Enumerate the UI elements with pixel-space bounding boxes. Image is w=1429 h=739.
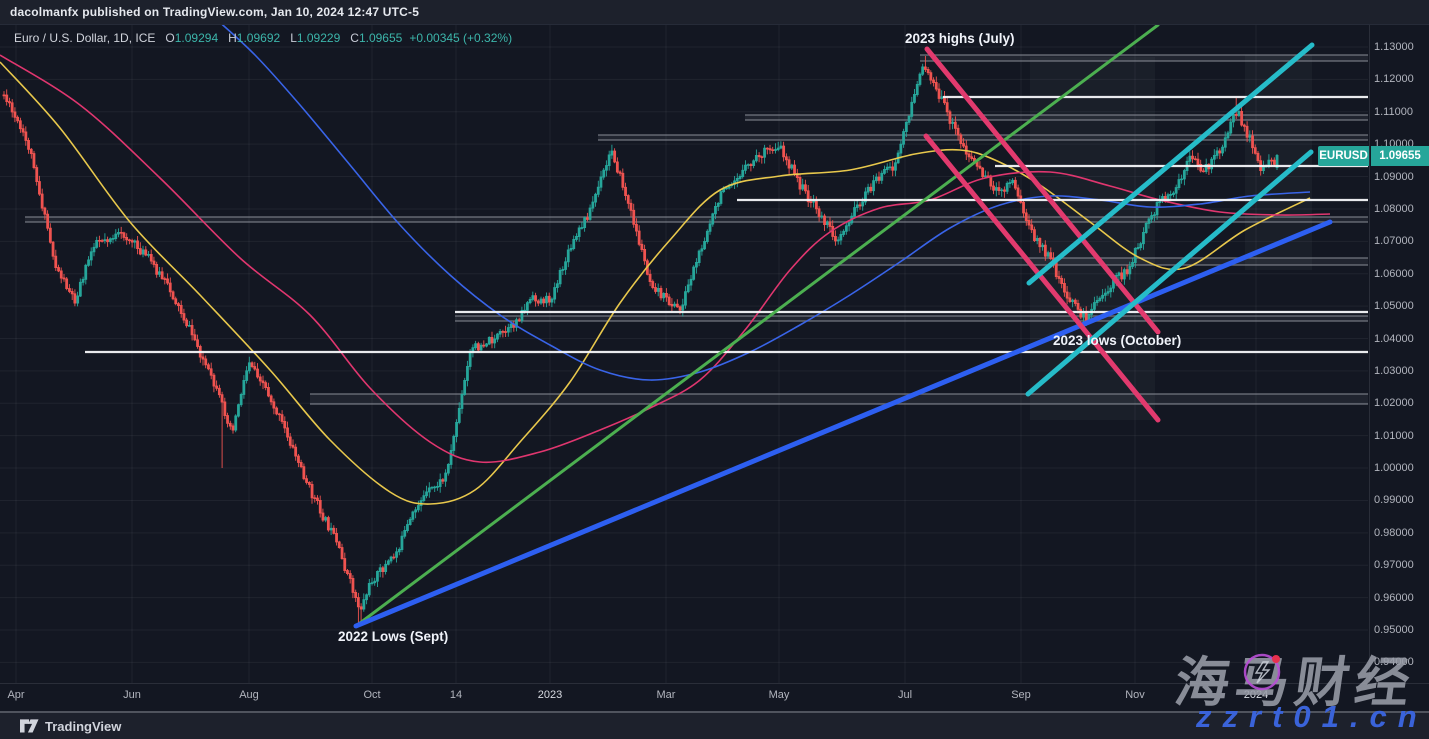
ohlc-open: O1.09294 <box>165 31 219 45</box>
change-value: +0.00345 (+0.32%) <box>409 31 513 45</box>
plot-area[interactable] <box>0 18 1368 683</box>
time-tick-label: Aug <box>239 689 259 701</box>
candles-down <box>2 56 1276 624</box>
time-axis-separator <box>0 683 1429 684</box>
price-tick-label: 1.06000 <box>1374 267 1414 280</box>
symbol-title: Euro / U.S. Dollar, 1D, ICE <box>14 31 156 45</box>
price-tick-label: 1.05000 <box>1374 300 1414 313</box>
sr-zone <box>25 217 1368 222</box>
highlight-box <box>1030 57 1155 420</box>
blue-trendline-2022-lows[interactable] <box>353 219 1333 629</box>
sr-zone <box>820 258 1368 265</box>
price-tick-label: 1.12000 <box>1374 73 1414 86</box>
time-tick-label: Oct <box>363 689 381 701</box>
ma-line-sma-fast-yellow <box>0 61 1311 505</box>
down-candles-path <box>2 56 1276 624</box>
price-tick-label: 1.07000 <box>1374 235 1414 248</box>
ohlc-close: C1.09655 <box>350 31 403 45</box>
time-tick-label: 2024 <box>1243 689 1269 701</box>
sr-zone <box>455 316 1368 321</box>
price-tick-label: 0.96000 <box>1374 591 1414 604</box>
price-tick-label: 1.01000 <box>1374 429 1414 442</box>
time-tick-label: Jul <box>897 689 913 701</box>
last-price-value: 1.09655 <box>1371 146 1429 166</box>
candles-up <box>76 63 1279 612</box>
time-tick-label: Sep <box>1011 689 1031 701</box>
symbol-badge: EURUSD <box>1318 146 1369 166</box>
price-axis-separator <box>1369 25 1370 683</box>
cyan-channel-upper[interactable] <box>1026 42 1315 286</box>
price-tick-label: 0.99000 <box>1374 494 1414 507</box>
sr-zone <box>598 135 1368 140</box>
price-tick-label: 1.11000 <box>1374 105 1413 118</box>
footer-bar: TradingView <box>0 713 1429 739</box>
time-tick-label: 2023 <box>537 689 563 701</box>
ohlc-low: L1.09229 <box>290 31 341 45</box>
time-tick-label: Jun <box>123 689 141 701</box>
price-tick-label: 0.97000 <box>1374 559 1414 572</box>
time-tick-label: Mar <box>656 689 676 701</box>
chart-annotation: 2023 lows (October) <box>1053 333 1182 348</box>
price-tick-label: 1.03000 <box>1374 364 1414 377</box>
footer-separator <box>0 711 1429 713</box>
price-tick-label: 1.04000 <box>1374 332 1414 345</box>
publish-title: dacolmanfx published on TradingView.com,… <box>10 5 420 19</box>
sr-zone <box>310 394 1368 404</box>
price-tick-label: 1.00000 <box>1374 462 1414 475</box>
sr-zone <box>745 115 1368 120</box>
price-tick-label: 0.95000 <box>1374 624 1414 636</box>
sr-zone <box>920 55 1368 61</box>
ma-line-sma-slow-blue <box>221 25 1311 381</box>
chart-annotation: 2022 Lows (Sept) <box>338 629 449 644</box>
price-tick-label: 1.08000 <box>1374 202 1414 215</box>
up-candles-path <box>76 63 1279 612</box>
ma-line-sma-mid-pink <box>0 54 1331 464</box>
time-tick-label: Nov <box>1125 689 1145 701</box>
price-tick-label: 1.02000 <box>1374 397 1414 410</box>
time-tick-label: 14 <box>449 689 463 701</box>
watermark-url-text: zzrt01.cn <box>1196 699 1428 734</box>
time-tick-label: Apr <box>7 689 25 701</box>
ohlc-high: H1.09692 <box>228 31 281 45</box>
price-tick-label: 1.09000 <box>1374 170 1414 183</box>
green-trendline-2022-lows[interactable] <box>354 25 1160 628</box>
pink-channel-upper[interactable] <box>924 46 1161 335</box>
price-tick-label: 0.94000 <box>1374 656 1414 669</box>
tradingview-brand-link[interactable]: TradingView <box>45 718 122 734</box>
pink-channel-lower[interactable] <box>923 133 1161 423</box>
chart-annotation: 2023 highs (July) <box>905 31 1015 46</box>
time-tick-label: May <box>768 689 790 701</box>
symbol-legend: Euro / U.S. Dollar, 1D, ICE O1.09294 H1.… <box>14 31 512 45</box>
publish-header: dacolmanfx published on TradingView.com,… <box>0 0 1429 25</box>
price-tick-label: 0.98000 <box>1374 526 1414 539</box>
price-tick-label: 1.13000 <box>1374 41 1414 53</box>
tradingview-logo-icon[interactable] <box>20 718 39 734</box>
cyan-channel-lower[interactable] <box>1025 149 1314 397</box>
